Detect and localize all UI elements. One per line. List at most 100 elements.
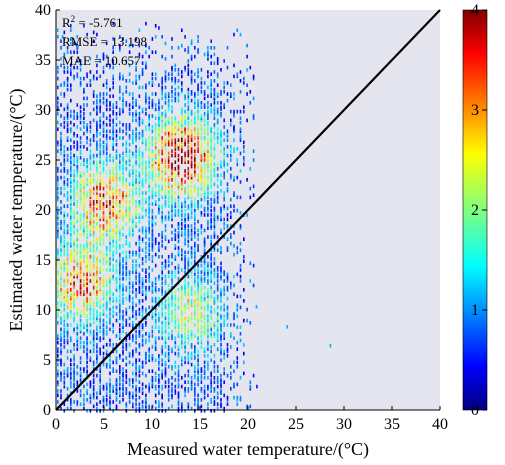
- density-cell: [177, 131, 180, 136]
- density-cell: [230, 283, 232, 288]
- density-cell: [57, 107, 59, 112]
- density-cell: [70, 189, 72, 193]
- density-cell: [158, 303, 160, 307]
- density-cell: [216, 285, 219, 290]
- density-cell: [63, 107, 66, 112]
- density-cell: [197, 147, 199, 151]
- density-cell: [135, 204, 137, 208]
- density-cell: [177, 296, 180, 301]
- density-cell: [112, 142, 114, 147]
- density-cells: [57, 21, 332, 413]
- density-cell: [249, 404, 252, 409]
- density-cell: [112, 191, 114, 195]
- density-cell: [115, 369, 118, 373]
- density-cell: [63, 334, 66, 338]
- density-cell: [243, 76, 245, 81]
- density-cell: [132, 351, 134, 356]
- density-cell: [63, 314, 66, 318]
- density-cell: [109, 252, 111, 257]
- density-cell: [119, 233, 121, 237]
- density-cell: [220, 325, 222, 329]
- density-cell: [115, 213, 118, 217]
- density-cell: [60, 334, 62, 338]
- density-cell: [115, 343, 118, 347]
- density-cell: [83, 248, 85, 252]
- density-cell: [207, 162, 209, 167]
- density-cell: [164, 160, 167, 164]
- density-cell: [66, 323, 69, 327]
- density-cell: [145, 235, 147, 239]
- density-cell: [190, 354, 193, 358]
- density-cell: [125, 255, 128, 259]
- density-cell: [83, 307, 85, 312]
- density-cell: [122, 393, 124, 398]
- density-cell: [207, 120, 209, 125]
- density-cell: [190, 261, 193, 266]
- density-cell: [177, 171, 180, 175]
- density-cell: [138, 237, 141, 241]
- density-cell: [207, 219, 209, 224]
- density-cell: [177, 250, 180, 255]
- density-cell: [158, 277, 160, 281]
- density-cell: [158, 26, 160, 30]
- density-cell: [145, 332, 147, 336]
- density-cell: [105, 307, 108, 312]
- density-cell: [99, 325, 101, 329]
- density-cell: [109, 103, 111, 107]
- density-cell: [203, 268, 206, 272]
- density-cell: [60, 222, 62, 226]
- density-cell: [200, 274, 203, 279]
- density-cell: [70, 217, 72, 222]
- density-cell: [174, 153, 177, 158]
- density-cell: [171, 85, 173, 90]
- density-cell: [197, 321, 199, 325]
- density-cell: [73, 343, 75, 347]
- density-cell: [105, 305, 108, 310]
- density-cell: [86, 103, 88, 107]
- density-cell: [216, 57, 219, 61]
- density-cell: [164, 120, 167, 125]
- density-cell: [230, 123, 232, 127]
- density-cell: [79, 233, 82, 237]
- density-cell: [154, 406, 157, 411]
- density-cell: [60, 378, 62, 382]
- density-cell: [112, 310, 114, 314]
- density-cell: [197, 70, 199, 74]
- density-cell: [76, 35, 79, 39]
- density-cell: [243, 156, 245, 160]
- density-cell: [60, 343, 62, 347]
- density-cell: [73, 272, 75, 277]
- density-cell: [119, 153, 121, 158]
- density-cell: [184, 288, 186, 292]
- density-cell: [79, 378, 82, 382]
- density-cell: [79, 120, 82, 125]
- density-cell: [79, 389, 82, 393]
- density-cell: [213, 334, 216, 338]
- density-cell: [164, 261, 167, 266]
- density-cell: [141, 118, 144, 123]
- density-cell: [102, 57, 105, 61]
- density-cell: [164, 96, 167, 101]
- density-cell: [76, 211, 79, 215]
- density-cell: [181, 340, 183, 345]
- density-cell: [213, 98, 216, 103]
- density-cell: [207, 158, 209, 162]
- density-cell: [177, 142, 180, 147]
- density-cell: [154, 343, 157, 347]
- density-cell: [122, 213, 124, 217]
- density-cell: [138, 281, 141, 285]
- density-cell: [105, 398, 108, 402]
- density-cell: [207, 393, 209, 398]
- density-cell: [83, 228, 85, 233]
- density-cell: [164, 114, 167, 118]
- density-cell: [181, 312, 183, 316]
- density-cell: [122, 345, 124, 349]
- density-cell: [115, 305, 118, 310]
- density-cell: [57, 252, 59, 257]
- density-cell: [141, 268, 144, 272]
- density-cell: [96, 134, 98, 138]
- density-cell: [216, 336, 219, 340]
- density-cell: [174, 378, 177, 382]
- density-cell: [187, 336, 190, 340]
- density-cell: [102, 283, 105, 288]
